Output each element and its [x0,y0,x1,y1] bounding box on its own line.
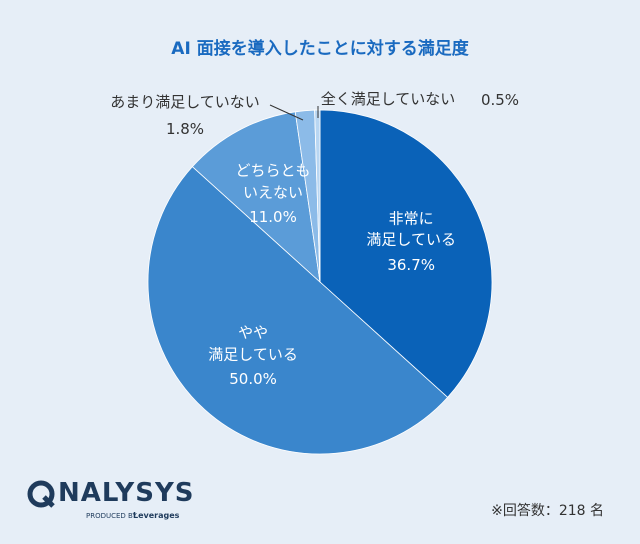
value-label: 36.7% [387,255,435,274]
leader-line [269,104,304,121]
pie-slice [147,166,449,455]
value-label: 11.0% [249,208,297,227]
pie-slice [191,111,321,284]
value-label: 1.8% [165,120,205,139]
pie-slice [314,109,321,283]
value-label: 0.5% [480,91,520,110]
logo-icon [27,480,55,508]
logo-brand: Leverages [133,511,180,520]
logo-tagline: PRODUCED BY [86,512,137,520]
slice-label: どちらとも いえない [235,161,311,201]
footnote: ※回答数：218 名 [491,503,604,519]
logo-icon [42,495,55,508]
slice-label: 非常に 満足している [366,208,456,249]
logo-name: NALYSYS [58,478,195,508]
pie-slice [319,109,493,398]
slice-label: 全く満足していない [320,90,456,109]
chart-title: AI 面接を導入したことに対する満足度 [171,39,469,59]
slice-label: あまり満足していない [110,93,260,112]
slice-label: やや 満足している [208,323,298,363]
value-label: 50.0% [229,370,277,389]
